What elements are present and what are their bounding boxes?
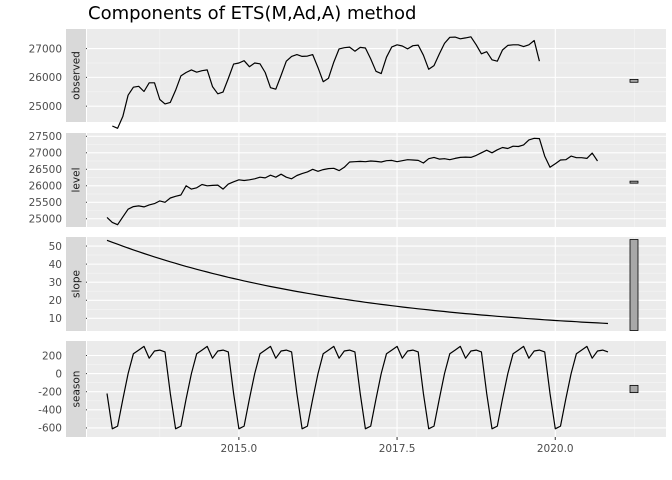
y-tick-label-level: 25000: [29, 214, 62, 226]
y-tick-label-observed: 25000: [29, 101, 62, 113]
y-tick-label-slope: 10: [49, 313, 62, 325]
series-line-season: [106, 345, 609, 430]
series-line-level: [106, 137, 598, 226]
y-tick-label-level: 25500: [29, 197, 62, 209]
y-tick-label-slope: 20: [49, 295, 62, 307]
range-bar-level: [629, 180, 639, 184]
y-tick-label-level: 27000: [29, 148, 62, 160]
strip-label-slope: slope: [71, 270, 83, 298]
range-bar-slope: [629, 239, 639, 331]
x-tick-label: 2015.0: [220, 443, 257, 455]
strip-season: [66, 341, 86, 437]
y-tick-label-slope: 40: [49, 259, 62, 271]
panel-background-slope: [87, 237, 666, 331]
panel-background-observed: [87, 29, 666, 122]
strip-label-observed: observed: [71, 51, 83, 100]
series-line-slope: [106, 239, 609, 325]
y-tick-label-season: 0: [55, 368, 62, 380]
y-tick-label-level: 26000: [29, 181, 62, 193]
y-tick-label-observed: 27000: [29, 43, 62, 55]
series-line-observed: [112, 36, 540, 129]
range-bar-observed: [629, 78, 639, 83]
x-tick-label: 2020.0: [537, 443, 574, 455]
chart-title: Components of ETS(M,Ad,A) method: [88, 3, 417, 24]
strip-slope: [66, 237, 86, 331]
strip-observed: [66, 29, 86, 122]
range-bar-season: [629, 384, 639, 394]
y-tick-label-observed: 26000: [29, 72, 62, 84]
panel-background-level: [87, 133, 666, 227]
y-tick-label-slope: 50: [49, 241, 62, 253]
y-tick-label-level: 26500: [29, 164, 62, 176]
strip-level: [66, 133, 86, 227]
y-tick-label-level: 27500: [29, 131, 62, 143]
y-tick-label-season: 200: [42, 350, 62, 362]
x-tick-label: 2017.5: [379, 443, 416, 455]
y-tick-label-slope: 30: [49, 277, 62, 289]
y-tick-label-season: -400: [38, 405, 62, 417]
strip-label-level: level: [71, 168, 83, 193]
strip-label-season: season: [71, 371, 83, 408]
y-tick-label-season: -200: [38, 387, 62, 399]
y-tick-label-season: -600: [38, 423, 62, 435]
panel-background-season: [87, 341, 666, 437]
